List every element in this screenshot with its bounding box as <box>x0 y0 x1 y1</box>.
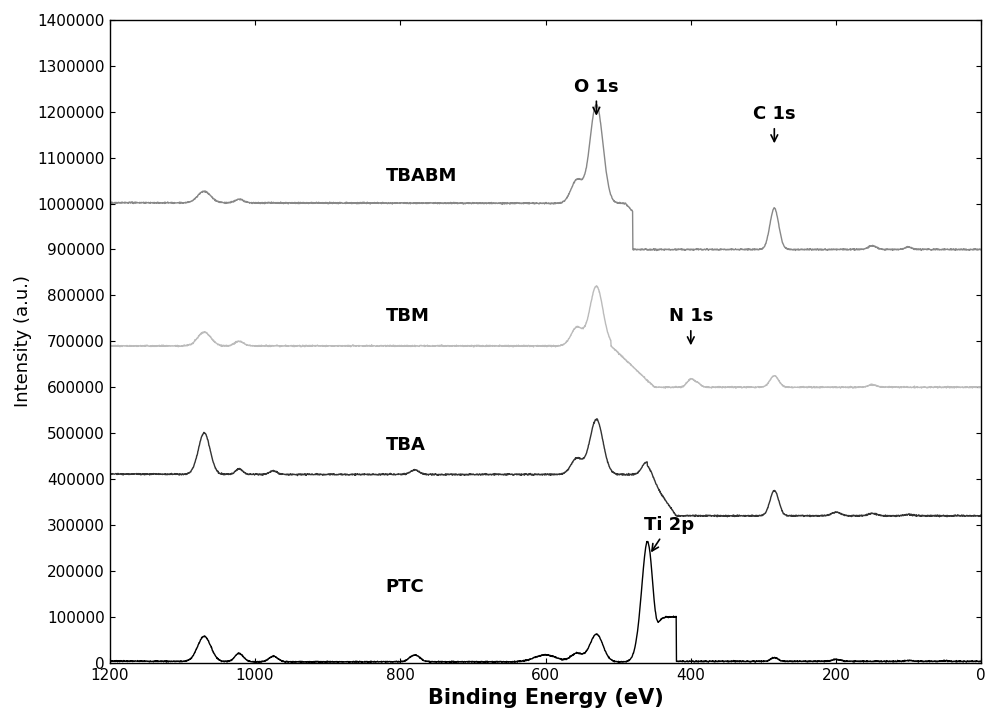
Text: O 1s: O 1s <box>574 78 619 114</box>
Text: TBM: TBM <box>386 307 430 325</box>
Text: C 1s: C 1s <box>753 105 796 142</box>
Text: PTC: PTC <box>386 578 425 596</box>
Text: TBABM: TBABM <box>386 167 457 185</box>
Text: N 1s: N 1s <box>669 308 713 344</box>
X-axis label: Binding Energy (eV): Binding Energy (eV) <box>428 688 663 708</box>
Text: Ti 2p: Ti 2p <box>644 516 694 551</box>
Text: TBA: TBA <box>386 435 426 453</box>
Y-axis label: Intensity (a.u.): Intensity (a.u.) <box>14 275 32 407</box>
